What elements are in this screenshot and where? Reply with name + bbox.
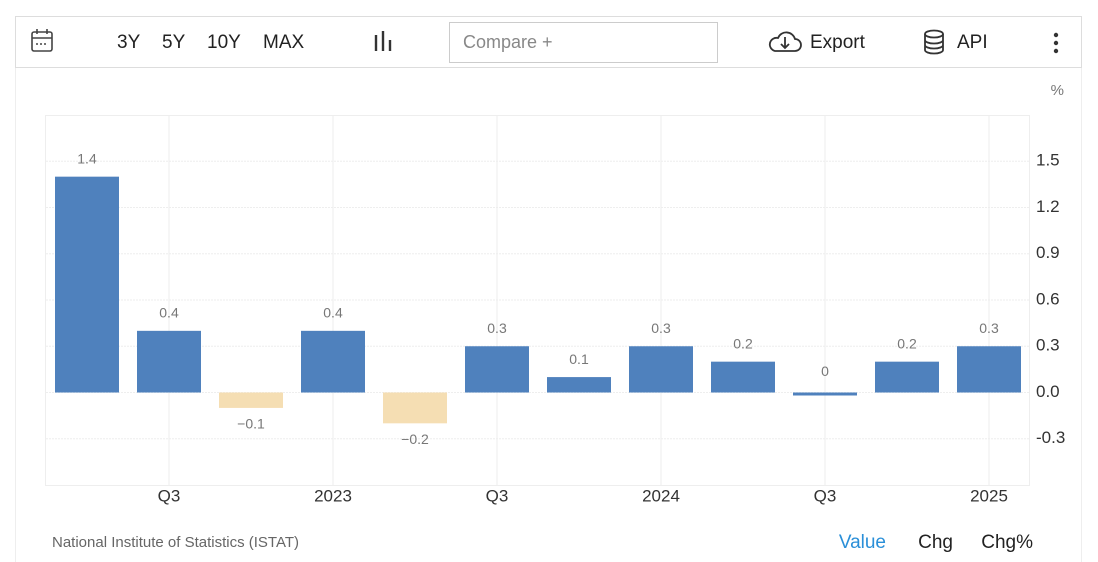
export-button[interactable]: Export xyxy=(810,32,866,53)
value-label: 0.2 xyxy=(897,335,917,351)
bar xyxy=(793,392,857,396)
bar xyxy=(137,330,201,393)
unit-label: % xyxy=(1051,82,1064,99)
range-button[interactable]: MAX xyxy=(263,32,305,53)
value-label: 0.3 xyxy=(979,320,999,336)
bar xyxy=(219,392,283,408)
y-tick-label: 1.2 xyxy=(1036,197,1060,216)
value-label: −0.1 xyxy=(237,416,265,432)
x-tick-label: 2023 xyxy=(314,486,352,505)
value-label: 0.3 xyxy=(487,320,507,336)
value-label: 0.4 xyxy=(323,305,343,321)
range-button[interactable]: 10Y xyxy=(207,32,241,53)
bar xyxy=(465,346,529,393)
tab[interactable]: Value xyxy=(839,532,886,553)
y-tick-label: 0.0 xyxy=(1036,382,1060,401)
bar xyxy=(711,361,775,393)
x-tick-label: Q3 xyxy=(486,486,509,505)
y-tick-label: 0.6 xyxy=(1036,289,1060,308)
bar xyxy=(875,361,939,393)
range-button[interactable]: 3Y xyxy=(117,32,141,53)
x-tick-label: Q3 xyxy=(158,486,181,505)
x-tick-label: 2025 xyxy=(970,486,1008,505)
bar xyxy=(383,392,447,424)
x-tick-label: Q3 xyxy=(814,486,837,505)
value-label: 0.2 xyxy=(733,335,753,351)
source: National Institute of Statistics (ISTAT) xyxy=(52,534,299,551)
export-icon[interactable] xyxy=(768,31,802,52)
bar xyxy=(55,176,119,393)
tab[interactable]: Chg% xyxy=(981,532,1033,553)
compare-input[interactable] xyxy=(449,22,718,63)
value-label: 1.4 xyxy=(77,150,97,166)
y-tick-label: 1.5 xyxy=(1036,151,1060,170)
plot-area xyxy=(45,115,1030,486)
x-tick-label: 2024 xyxy=(642,486,680,505)
value-label: 0 xyxy=(821,363,829,379)
chart-type-icon[interactable] xyxy=(374,31,392,51)
calendar-icon[interactable] xyxy=(31,29,53,52)
range-button[interactable]: 5Y xyxy=(162,32,186,53)
bar xyxy=(547,377,611,393)
y-tick-label: 0.3 xyxy=(1036,336,1060,355)
bar xyxy=(629,346,693,393)
api-button[interactable]: API xyxy=(957,32,988,53)
compare-placeholder[interactable]: Compare + xyxy=(463,32,553,52)
bar xyxy=(957,346,1021,393)
menu-icon[interactable] xyxy=(1053,32,1059,54)
bar xyxy=(301,330,365,393)
value-label: 0.3 xyxy=(651,320,671,336)
value-label: 0.1 xyxy=(569,351,589,367)
api-icon[interactable] xyxy=(924,29,944,55)
value-label: −0.2 xyxy=(401,431,429,447)
y-tick-label: -0.3 xyxy=(1036,428,1065,447)
tab[interactable]: Chg xyxy=(918,532,953,553)
value-label: 0.4 xyxy=(159,305,179,321)
y-tick-label: 0.9 xyxy=(1036,243,1060,262)
